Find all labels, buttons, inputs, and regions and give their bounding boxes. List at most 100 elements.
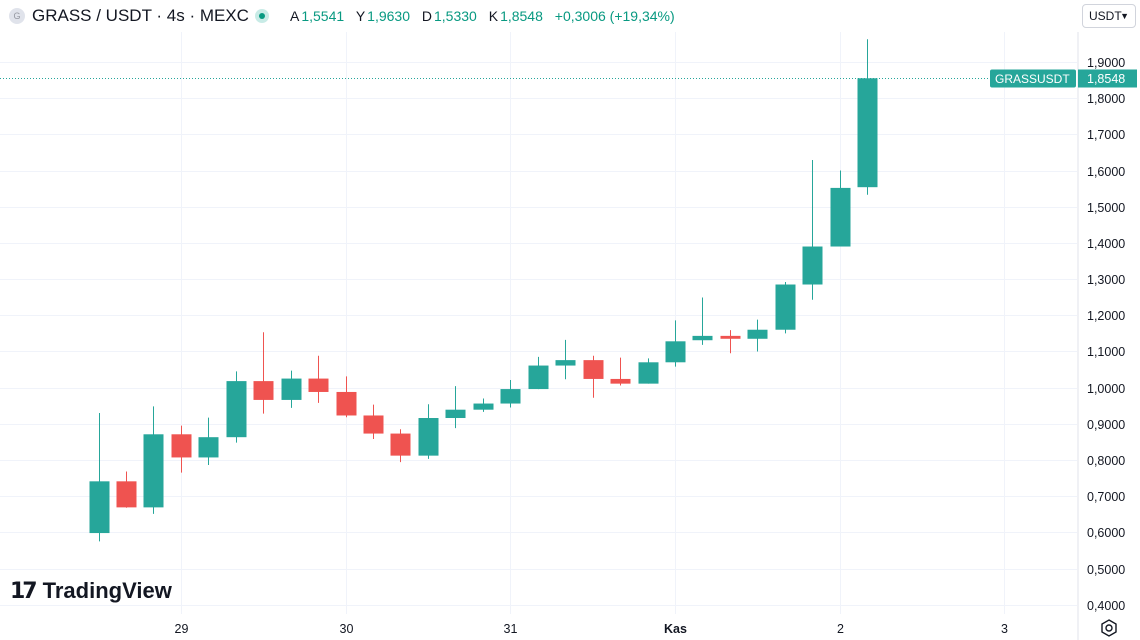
candle[interactable] (528, 356, 549, 390)
market-status-icon[interactable] (255, 9, 269, 23)
y-tick-label: 1,3000 (1087, 273, 1125, 287)
candle-body (253, 381, 274, 400)
candle-body (308, 378, 329, 392)
candle[interactable] (720, 330, 741, 354)
candle[interactable] (473, 398, 494, 412)
candle-body (445, 409, 466, 419)
x-tick-label: 3 (1001, 622, 1008, 636)
candle[interactable] (775, 281, 796, 334)
candle[interactable] (500, 380, 521, 408)
candle[interactable] (802, 160, 823, 300)
candle-body (390, 433, 411, 456)
candle-body (89, 481, 110, 534)
x-tick-label: 29 (175, 622, 189, 636)
candle[interactable] (308, 355, 329, 403)
settings-icon[interactable] (1099, 618, 1119, 638)
change-value: +0,3006 (+19,34%) (554, 8, 675, 24)
y-tick-label: 1,8000 (1087, 92, 1125, 106)
candle-body (143, 434, 164, 508)
candle[interactable] (116, 471, 137, 508)
candle-body (336, 391, 357, 416)
candle[interactable] (665, 320, 686, 367)
y-tick-label: 0,7000 (1087, 490, 1125, 504)
candle-body (802, 246, 823, 285)
candle-body (665, 341, 686, 363)
candle-body (610, 378, 631, 384)
candle-body (720, 335, 741, 339)
high-key: Y (355, 8, 366, 24)
candle[interactable] (143, 406, 164, 514)
candle[interactable] (583, 355, 604, 398)
x-tick-label: 2 (837, 622, 844, 636)
x-tick-label: 30 (340, 622, 354, 636)
y-tick-label: 0,8000 (1087, 454, 1125, 468)
candle-body (281, 378, 302, 400)
candle-body (555, 360, 576, 366)
candle[interactable] (171, 425, 192, 473)
candle[interactable] (638, 358, 659, 384)
candle[interactable] (830, 170, 851, 247)
candle[interactable] (747, 319, 768, 352)
currency-selector[interactable]: USDT ▼ (1082, 4, 1136, 28)
close-value: 1,8548 (500, 8, 543, 24)
candle[interactable] (857, 39, 878, 195)
candle[interactable] (445, 386, 466, 429)
x-tick-label: Kas (664, 622, 687, 636)
y-tick-label: 1,7000 (1087, 128, 1125, 142)
tradingview-wordmark: TradingView (42, 578, 172, 603)
last-price-label: GRASSUSDT 1,8548 (990, 69, 1137, 88)
candle[interactable] (253, 332, 274, 414)
close-key: K (488, 8, 499, 24)
price-tag-text: 1,8548 (1087, 72, 1125, 86)
candle[interactable] (198, 417, 219, 466)
y-tick-label: 1,4000 (1087, 237, 1125, 251)
y-tick-label: 0,4000 (1087, 599, 1125, 613)
y-tick-label: 1,6000 (1087, 165, 1125, 179)
low-key: D (421, 8, 432, 24)
candle[interactable] (336, 376, 357, 418)
candle[interactable] (89, 412, 110, 542)
tradingview-logo[interactable]: 17 TradingView (10, 578, 172, 604)
candle-body (528, 365, 549, 390)
candle-body (857, 78, 878, 188)
low-value: 1,5330 (434, 8, 477, 24)
candle[interactable] (418, 404, 439, 459)
chart-header: G GRASS / USDT · 4s · MEXC A 1,5541 Y 1,96… (0, 0, 1140, 32)
candle-body (418, 418, 439, 456)
price-tag-bg (1078, 69, 1137, 88)
candle[interactable] (281, 370, 302, 408)
candle-body (363, 415, 384, 434)
currency-label: USDT (1089, 9, 1122, 23)
time-axis: 29 30 31 Kas 2 3 (175, 622, 1008, 636)
candle[interactable] (363, 404, 384, 439)
candle-body (116, 481, 137, 508)
y-tick-label: 1,9000 (1087, 56, 1125, 70)
candle-body (500, 389, 521, 404)
price-axis: 0,4000 0,5000 0,6000 0,7000 0,8000 0,9000 1,00… (1077, 32, 1125, 640)
y-tick-label: 0,9000 (1087, 418, 1125, 432)
candle[interactable] (610, 357, 631, 386)
candle-body (583, 360, 604, 379)
candle-body (473, 403, 494, 410)
y-tick-label: 1,1000 (1087, 345, 1125, 359)
high-value: 1,9630 (367, 8, 410, 24)
symbol-tag-text: GRASSUSDT (995, 72, 1070, 86)
ohlc-values: A 1,5541 Y 1,9630 D 1,5330 K 1,8548 +0,3006 … (290, 8, 683, 24)
y-tick-label: 0,6000 (1087, 526, 1125, 540)
candle[interactable] (226, 371, 247, 443)
candle-body (171, 434, 192, 458)
candle-body (747, 329, 768, 339)
candle[interactable] (692, 297, 713, 345)
chart-grid (0, 32, 1077, 614)
candle[interactable] (555, 339, 576, 380)
open-key: A (290, 8, 300, 24)
candles-series (89, 39, 878, 542)
y-tick-label: 1,2000 (1087, 309, 1125, 323)
y-tick-label: 1,5000 (1087, 201, 1125, 215)
symbol-title[interactable]: GRASS / USDT · 4s · MEXC (32, 6, 249, 25)
y-tick-label: 0,5000 (1087, 563, 1125, 577)
candle[interactable] (390, 429, 411, 463)
candle-body (830, 187, 851, 247)
chevron-down-icon: ▼ (1120, 11, 1129, 21)
